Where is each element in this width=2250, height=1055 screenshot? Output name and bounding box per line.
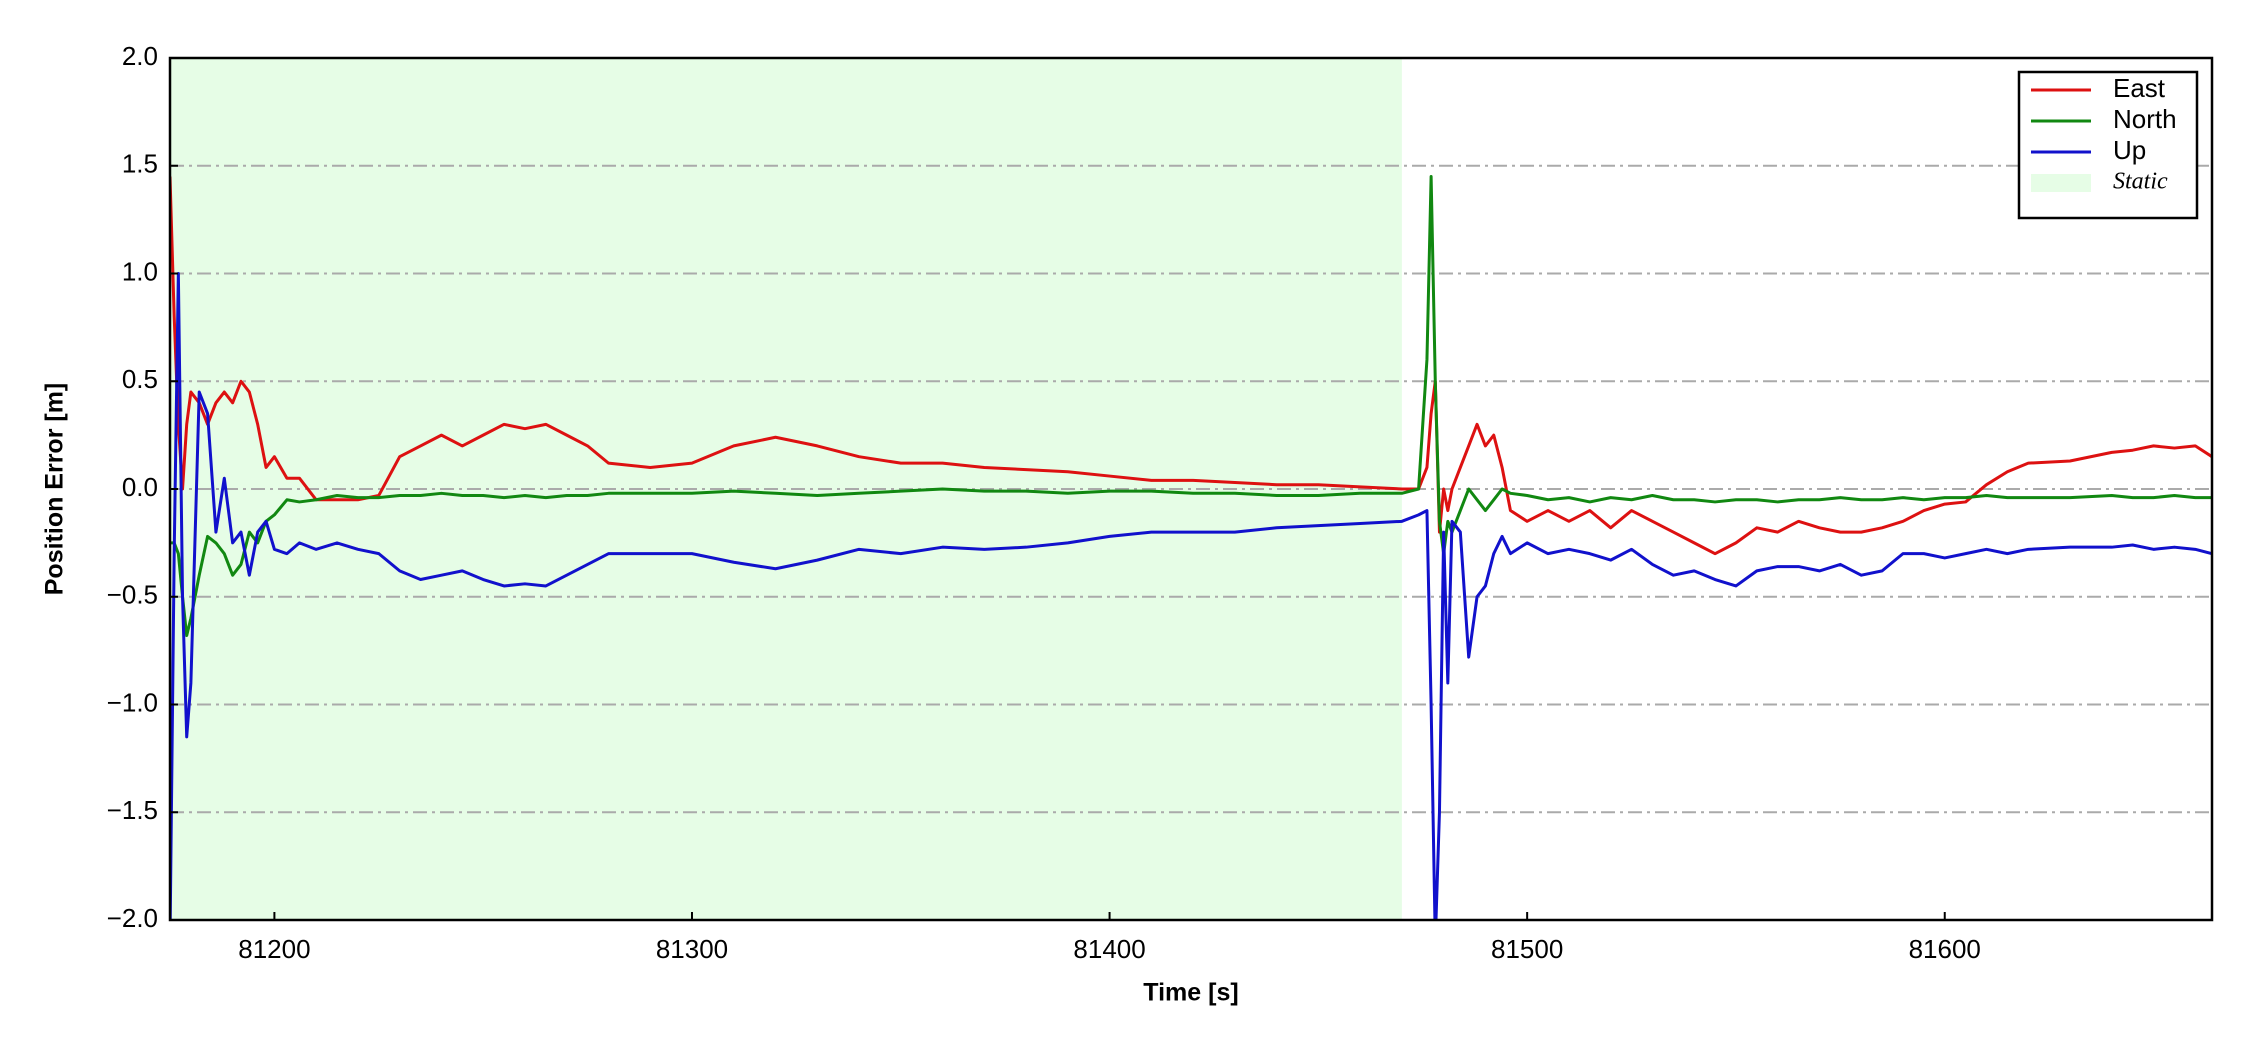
y-tick-label: 0.0 [122,472,158,502]
legend-label: North [2113,104,2177,134]
series-line [170,176,2212,556]
x-tick-label: 81500 [1491,934,1563,964]
x-tick-label: 81600 [1909,934,1981,964]
y-tick-label: −0.5 [107,580,158,610]
series-line [170,175,2212,638]
legend-label: Up [2113,135,2146,165]
y-tick-label: 1.0 [122,256,158,286]
y-tick-label: 2.0 [122,41,158,71]
x-tick-label: 81400 [1073,934,1145,964]
y-tick-label: −1.5 [107,795,158,825]
y-axis-label: Position Error [m] [41,383,69,596]
legend-label: Static [2113,169,2168,195]
legend-label: East [2113,73,2166,103]
background-layer [170,57,2212,921]
y-tick-label: 1.5 [122,149,158,179]
x-tick-label: 81200 [238,934,310,964]
y-tick-label: −1.0 [107,687,158,717]
legend-swatch [2031,174,2091,192]
foreground-layer: −2.0 −1.5 −1.0 −0.5 0.0 0.5 1.0 1.5 2.0 81200 8130… [107,41,2199,964]
y-tick-label: 0.5 [122,364,158,394]
x-tick-label: 81300 [656,934,728,964]
series-line [170,272,2212,920]
x-axis-label: Time [s] [1143,979,1238,1007]
y-tick-label: −2.0 [107,903,158,933]
lines-layer [170,175,2212,920]
legend-box [2017,70,2199,220]
